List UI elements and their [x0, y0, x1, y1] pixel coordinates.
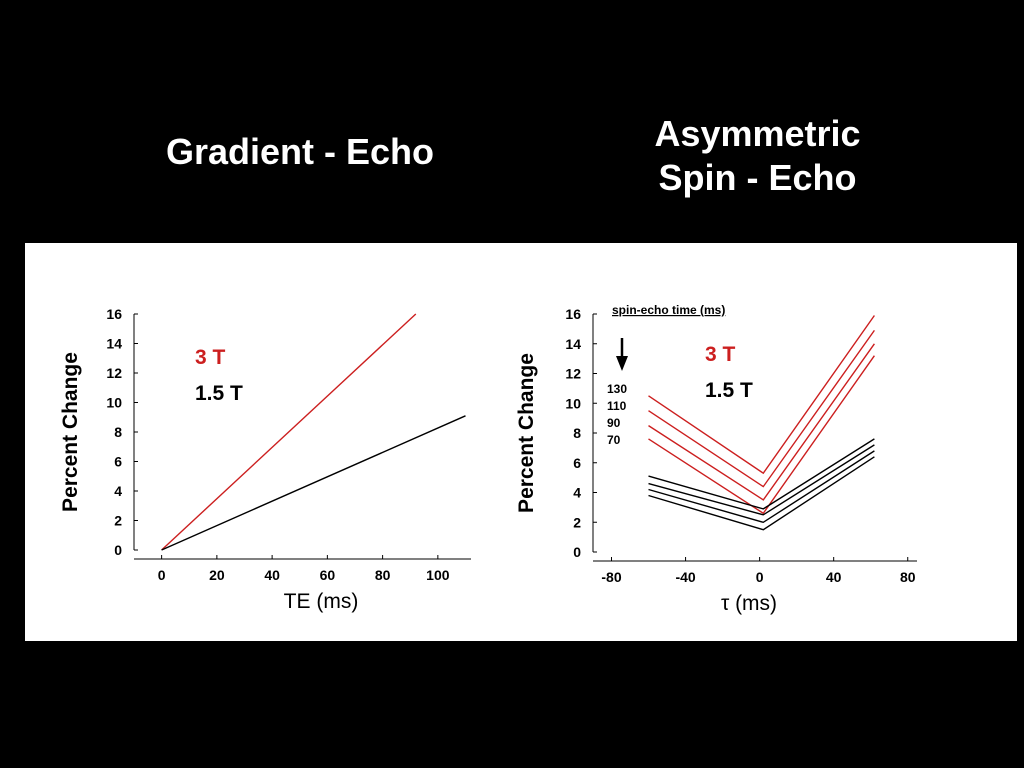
- series-line-3T-110: [648, 329, 875, 488]
- spin-echo-time-value: 70: [607, 433, 621, 447]
- x-tick-label: 0: [756, 569, 764, 585]
- y-tick-label: 12: [106, 365, 122, 381]
- down-arrow-icon: [616, 356, 628, 371]
- x-tick-label: -80: [601, 569, 621, 585]
- y-tick-label: 12: [565, 366, 581, 382]
- x-tick-label: 0: [158, 567, 166, 583]
- y-tick-label: 8: [114, 424, 122, 440]
- series-line-3T: [161, 313, 417, 551]
- spin-echo-chart: 0 2 4 6 8 10 12 14 16 -80 -40 0 40 80 Percent Change τ …: [515, 303, 917, 615]
- x-tick-label: 40: [264, 567, 280, 583]
- y-tick-label: 14: [106, 336, 122, 352]
- spin-echo-time-value: 90: [607, 416, 621, 430]
- title-line-1: Asymmetric: [654, 113, 861, 154]
- spin-echo-panel: 0 2 4 6 8 10 12 14 16 -80 -40 0 40 80 Percent Change τ …: [481, 243, 1017, 641]
- legend-3t: 3 T: [195, 346, 226, 369]
- series-line-15T: [161, 415, 466, 551]
- spin-echo-time-value: 110: [607, 399, 627, 413]
- y-tick-label: 10: [106, 395, 122, 411]
- series-line-15T-110: [648, 444, 875, 516]
- y-tick-label: 6: [573, 455, 581, 471]
- x-tick-label: 80: [375, 567, 391, 583]
- series-line-15T-90: [648, 450, 875, 524]
- y-tick-label: 14: [565, 336, 581, 352]
- legend-3t: 3 T: [705, 343, 736, 366]
- y-tick-label: 2: [573, 514, 581, 530]
- x-tick-label: 80: [900, 569, 916, 585]
- series-line-3T-70: [648, 355, 875, 515]
- y-axis-label: Percent Change: [59, 352, 82, 512]
- series-line-15T-70: [648, 456, 875, 531]
- y-tick-label: 2: [114, 513, 122, 529]
- y-tick-label: 16: [106, 306, 122, 322]
- x-tick-label: -40: [675, 569, 695, 585]
- gradient-echo-chart: 0 2 4 6 8 10 12 14 16 0 20 40 60 80 100 Percent Change T…: [59, 306, 471, 613]
- x-tick-label: 60: [320, 567, 336, 583]
- legend-1-5t: 1.5 T: [195, 382, 243, 405]
- gradient-echo-panel: 0 2 4 6 8 10 12 14 16 0 20 40 60 80 100 Percent Change T…: [25, 243, 482, 641]
- series-line-3T-130: [648, 315, 875, 475]
- y-tick-label: 16: [565, 306, 581, 322]
- series-line-15T-130: [648, 438, 875, 510]
- x-tick-label: 100: [426, 567, 450, 583]
- x-tick-label: 40: [826, 569, 842, 585]
- series-line-3T-90: [648, 343, 875, 501]
- legend-1-5t: 1.5 T: [705, 379, 753, 402]
- spin-echo-time-value: 130: [607, 382, 627, 396]
- y-tick-label: 6: [114, 454, 122, 470]
- title-line-2: Spin - Echo: [658, 157, 857, 198]
- x-axis-label: TE (ms): [284, 590, 359, 613]
- y-tick-label: 0: [573, 544, 581, 560]
- asymmetric-spin-echo-title: Asymmetric Spin - Echo: [560, 112, 955, 200]
- y-tick-label: 4: [573, 485, 581, 501]
- y-tick-label: 8: [573, 425, 581, 441]
- y-tick-label: 0: [114, 542, 122, 558]
- gradient-echo-title: Gradient - Echo: [165, 131, 435, 172]
- y-tick-label: 4: [114, 483, 122, 499]
- y-tick-label: 10: [565, 395, 581, 411]
- x-axis-label: τ (ms): [721, 592, 777, 615]
- spin-echo-time-header: spin-echo time (ms): [612, 303, 725, 317]
- x-tick-label: 20: [209, 567, 225, 583]
- y-axis-label: Percent Change: [515, 353, 538, 513]
